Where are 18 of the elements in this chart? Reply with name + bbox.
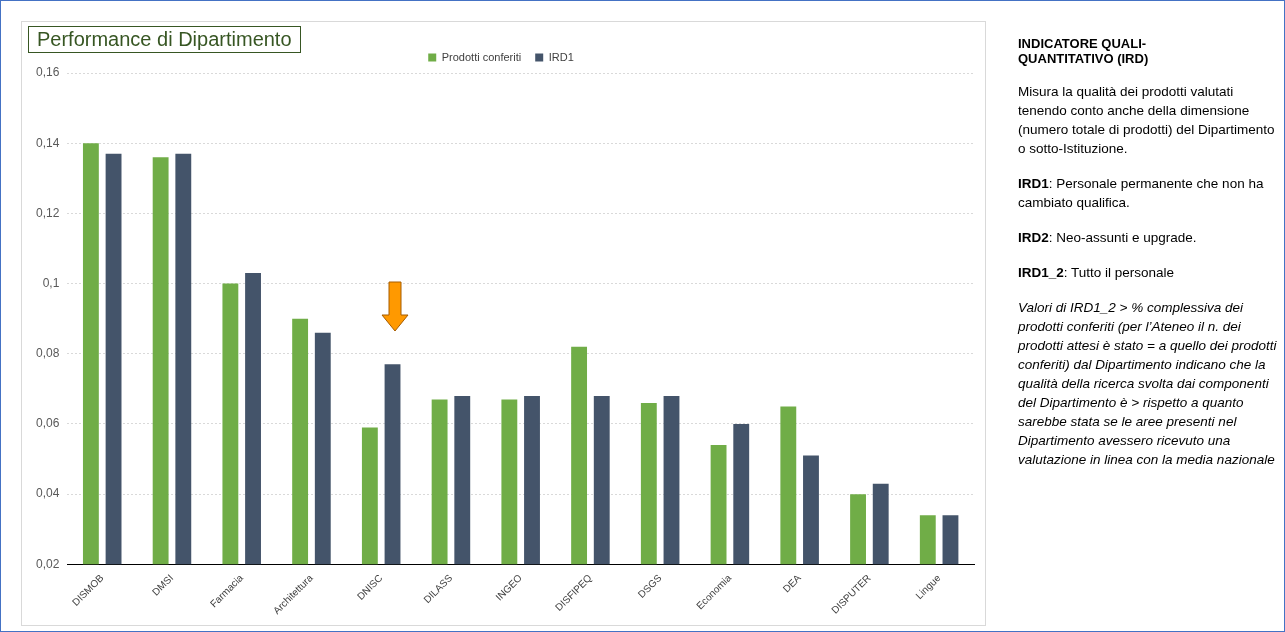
y-tick-label: 0,08 [36, 346, 60, 361]
text: Valori di IRD1_2 > % complessiva dei prodotti conferiti (per l’Ateneo il n. dei prodotti attesi è stato = a quello dei prodotti conferiti) dal Dipartimento indicano che la qualità della ricerca svolta dai componenti del Dipartimento è > rispetto a quanto sarebbe stata se le aree presenti nel Dipartimento avessero ricevuto una valutazione in linea con la media nazionale [1018, 300, 1277, 467]
y-tick-label: 0,06 [36, 416, 60, 431]
text: IRD2: Neo-assunti e upgrade. [1018, 229, 1198, 247]
y-tick-label: 0,04 [36, 486, 60, 501]
y-tick-label: 0,1 [42, 275, 60, 290]
y-tick-label: 0,12 [36, 205, 60, 220]
y-tick-label: 0,14 [36, 135, 60, 150]
text: IRD1: Personale permanente che non ha cambiato qualifica. [1018, 175, 1265, 212]
y-tick-label: 0,16 [36, 65, 60, 80]
legend-label: IRD1 [548, 50, 574, 63]
text: INDICATORE QUALI-QUANTITATIVO (IRD) [1018, 36, 1150, 66]
legend-label: Prodotti conferiti [441, 50, 522, 63]
y-tick-label: 0,02 [36, 556, 60, 571]
text: IRD1_2: Tutto il personale [1018, 264, 1176, 282]
x-tick-label: DEA [780, 571, 804, 595]
text: Misura la qualità dei prodotti valutati tenendo conto anche della dimensione (numero totale di prodotti) del Dipartimento o sotto-Istituzione. [1018, 83, 1276, 158]
chart-title: Performance di Dipartimento [28, 26, 301, 53]
